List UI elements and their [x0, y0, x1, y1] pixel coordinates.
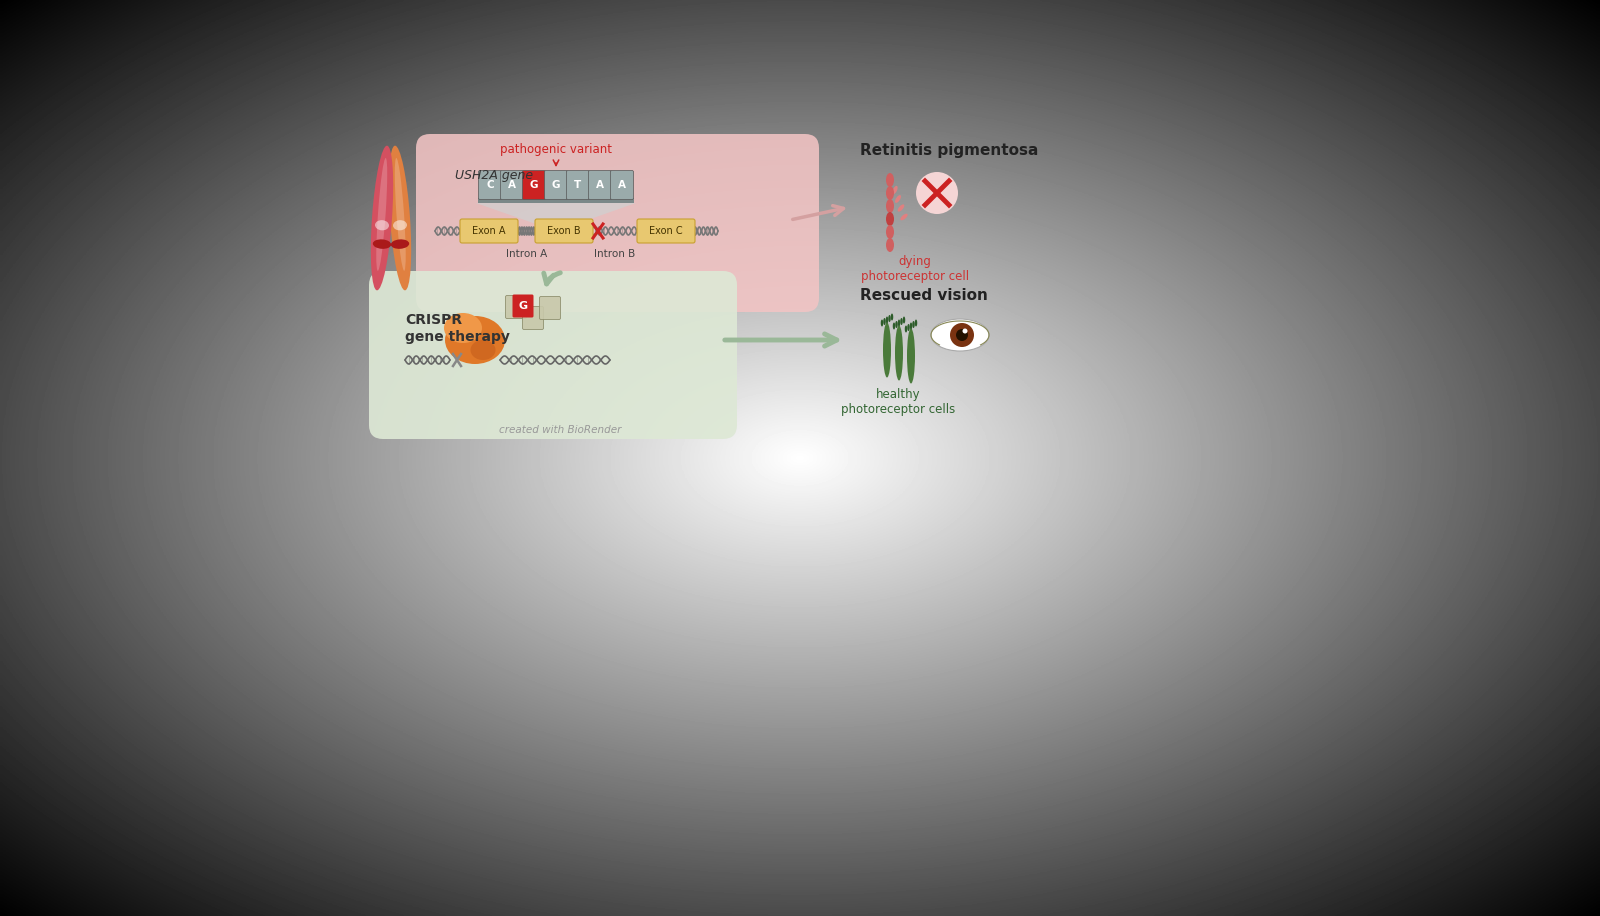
Ellipse shape [883, 322, 891, 377]
Ellipse shape [901, 213, 907, 221]
Ellipse shape [907, 329, 915, 384]
FancyBboxPatch shape [566, 170, 589, 200]
Ellipse shape [886, 225, 894, 239]
Ellipse shape [883, 318, 886, 325]
Ellipse shape [894, 325, 902, 380]
Ellipse shape [886, 317, 888, 323]
FancyBboxPatch shape [416, 134, 819, 312]
Ellipse shape [893, 322, 896, 330]
FancyBboxPatch shape [512, 295, 533, 318]
Ellipse shape [888, 315, 891, 322]
Circle shape [963, 329, 968, 333]
Ellipse shape [389, 146, 411, 290]
Text: G: G [530, 180, 538, 190]
Text: Exon C: Exon C [650, 226, 683, 236]
Text: G: G [518, 301, 528, 311]
Ellipse shape [901, 318, 902, 325]
FancyBboxPatch shape [523, 307, 544, 330]
Text: Rescued vision: Rescued vision [861, 288, 987, 303]
Ellipse shape [373, 239, 390, 249]
Ellipse shape [893, 186, 898, 194]
Ellipse shape [376, 158, 387, 271]
Ellipse shape [886, 173, 894, 187]
Text: dying
photoreceptor cell: dying photoreceptor cell [861, 255, 970, 283]
Ellipse shape [470, 340, 496, 360]
FancyBboxPatch shape [478, 170, 501, 200]
Text: CRISPR: CRISPR [405, 313, 462, 327]
Ellipse shape [910, 322, 912, 330]
Ellipse shape [886, 186, 894, 200]
Text: USH2A gene: USH2A gene [454, 169, 533, 182]
Ellipse shape [886, 199, 894, 213]
Circle shape [950, 323, 974, 347]
Text: gene therapy: gene therapy [405, 330, 510, 344]
Text: Exon B: Exon B [547, 226, 581, 236]
FancyBboxPatch shape [637, 219, 694, 243]
Bar [478, 198, 634, 203]
FancyBboxPatch shape [461, 219, 518, 243]
Ellipse shape [371, 146, 394, 290]
Ellipse shape [894, 195, 901, 203]
Ellipse shape [374, 220, 389, 230]
Ellipse shape [912, 321, 915, 328]
Ellipse shape [907, 324, 910, 331]
Ellipse shape [915, 320, 917, 326]
Text: pathogenic variant: pathogenic variant [499, 143, 611, 156]
Circle shape [957, 329, 968, 341]
Text: Intron A: Intron A [506, 249, 547, 259]
Text: Retinitis pigmentosa: Retinitis pigmentosa [861, 143, 1038, 158]
Polygon shape [477, 203, 637, 224]
Ellipse shape [902, 317, 906, 323]
Ellipse shape [445, 313, 482, 343]
Text: healthy
photoreceptor cells: healthy photoreceptor cells [842, 388, 955, 416]
FancyArrowPatch shape [792, 205, 843, 220]
Text: A: A [509, 180, 515, 190]
Ellipse shape [931, 319, 989, 351]
Text: G: G [552, 180, 560, 190]
Circle shape [915, 172, 958, 214]
FancyBboxPatch shape [611, 170, 634, 200]
FancyBboxPatch shape [523, 170, 546, 200]
FancyBboxPatch shape [589, 170, 611, 200]
Ellipse shape [390, 239, 410, 249]
FancyBboxPatch shape [544, 170, 568, 200]
Text: C: C [486, 180, 494, 190]
Ellipse shape [395, 158, 406, 271]
Ellipse shape [886, 238, 894, 252]
Ellipse shape [898, 204, 904, 212]
FancyBboxPatch shape [370, 271, 738, 439]
Text: T: T [574, 180, 582, 190]
Ellipse shape [445, 316, 506, 364]
Text: Intron B: Intron B [594, 249, 635, 259]
Text: Exon A: Exon A [472, 226, 506, 236]
Ellipse shape [891, 313, 893, 321]
Ellipse shape [904, 325, 907, 333]
Text: created with BioRender: created with BioRender [499, 425, 621, 435]
FancyBboxPatch shape [534, 219, 594, 243]
Ellipse shape [886, 212, 894, 226]
FancyBboxPatch shape [506, 296, 526, 319]
Text: A: A [595, 180, 605, 190]
FancyBboxPatch shape [539, 297, 560, 320]
Ellipse shape [896, 321, 898, 328]
Ellipse shape [880, 320, 883, 326]
Ellipse shape [898, 320, 901, 326]
Text: A: A [618, 180, 626, 190]
FancyArrowPatch shape [725, 334, 837, 346]
Ellipse shape [394, 220, 406, 230]
FancyBboxPatch shape [501, 170, 523, 200]
